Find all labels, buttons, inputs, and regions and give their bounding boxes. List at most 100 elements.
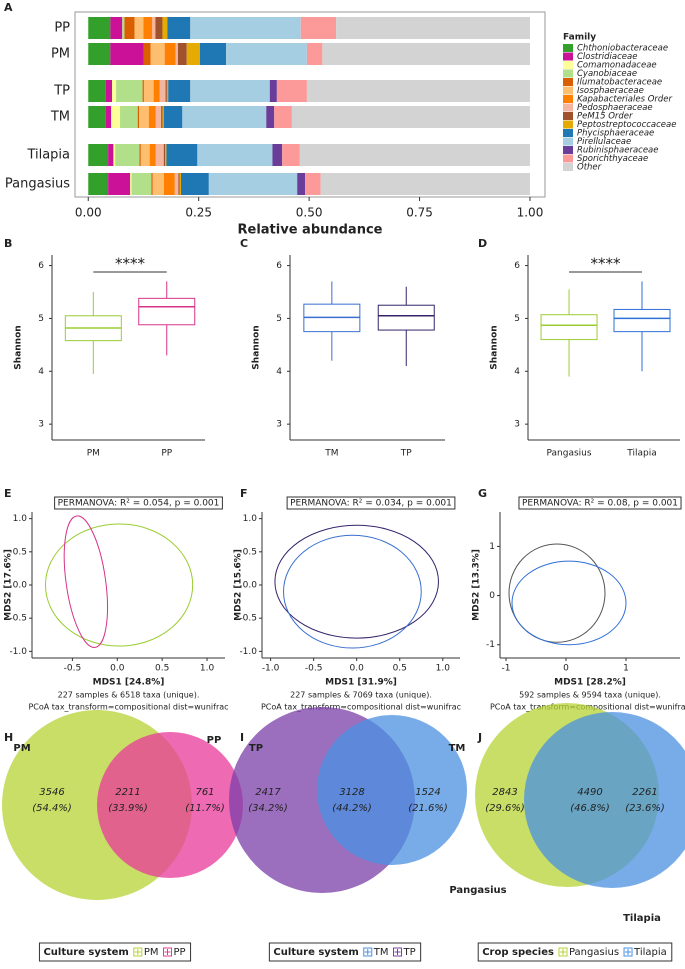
x-tick-label: 0.25 — [185, 206, 212, 220]
x-tick-label: Pangasius — [547, 449, 592, 459]
y-tick-label: 1.0 — [13, 514, 28, 524]
bar-segment — [269, 80, 277, 102]
bar-segment — [152, 173, 164, 195]
x-tick-label: 1.0 — [200, 664, 215, 674]
y-tick-label: 1 — [489, 542, 495, 552]
legend-title: Culture system — [43, 947, 128, 958]
region-count: 2417 — [255, 787, 281, 798]
y-tick-label: -0.5 — [239, 614, 257, 624]
significance-label: **** — [591, 255, 622, 273]
region-percent: (23.6%) — [625, 803, 665, 814]
legend-label: Pirellulaceae — [577, 137, 631, 147]
legend-key — [133, 947, 143, 957]
legend-label: PP — [174, 947, 186, 958]
bar-segment — [152, 17, 156, 39]
legend-label: Clostridiaceae — [577, 52, 637, 62]
bar-segment — [88, 43, 111, 65]
y-tick-label: 3 — [514, 420, 520, 430]
legend-label: Cyanobiaceae — [577, 69, 637, 79]
bar-segment — [166, 80, 169, 102]
legend-label: Pangasius — [569, 947, 619, 958]
bar-segment — [137, 106, 140, 128]
bar-segment — [140, 144, 150, 166]
bar-segment — [165, 144, 167, 166]
annotation-box — [518, 496, 682, 510]
y-tick-label: 4 — [38, 367, 44, 377]
bar-segment — [300, 17, 337, 39]
y-axis-title: Shannon — [14, 325, 24, 369]
bar-segment — [110, 17, 123, 39]
legend-swatch — [563, 112, 573, 120]
bar-segment — [111, 106, 121, 128]
bar-segment — [182, 106, 267, 128]
x-tick-label: 0.0 — [110, 664, 125, 674]
bar-segment — [143, 43, 151, 65]
legend-label: Chthoniobacteraceae — [577, 44, 668, 54]
legend-swatch — [563, 103, 573, 112]
bar-segment — [190, 80, 270, 102]
region-count: 2261 — [632, 787, 657, 798]
bar-segment — [161, 106, 163, 128]
bar-segment — [88, 80, 106, 102]
bar-segment — [148, 106, 156, 128]
legend-title: Culture system — [273, 947, 358, 958]
bar-segment — [159, 80, 166, 102]
bar-segment — [190, 17, 301, 39]
bar-segment — [112, 80, 117, 102]
legend-swatch — [563, 52, 573, 61]
y-tick-label: -1.0 — [239, 647, 257, 657]
x-tick-label: 0.5 — [155, 664, 169, 674]
bar-segment — [88, 173, 109, 195]
annotation: PERMANOVA: R² = 0.08, p = 0.001 — [522, 499, 678, 509]
legend-label: Isosphaeraceae — [577, 86, 644, 96]
y-axis-title: Shannon — [490, 325, 500, 369]
panel-letter: G — [478, 487, 487, 500]
region-count: 761 — [195, 787, 214, 798]
x-axis-title: MDS1 [28.2%] — [554, 678, 626, 688]
box — [138, 297, 196, 326]
y-tick-label: 4 — [276, 367, 282, 377]
legend-swatch — [563, 137, 573, 146]
bar-segment — [322, 43, 530, 65]
bar-segment — [108, 173, 131, 195]
legend-label: TM — [373, 947, 389, 958]
panel-letter: A — [4, 1, 13, 14]
set-label: TM — [449, 743, 466, 754]
y-tick-label: -1 — [486, 640, 495, 650]
bar-segment — [179, 173, 182, 195]
bar-segment — [115, 144, 140, 166]
y-axis-title: MDS2 [15.6%] — [234, 549, 244, 621]
legend: Culture system PM PP — [43, 947, 185, 958]
y-tick-label: 0 — [489, 591, 495, 601]
legend-label: Peptostreptococcaceae — [577, 120, 676, 130]
region-count: 3546 — [39, 787, 64, 798]
category-label: PP — [54, 21, 70, 36]
bar-segment — [208, 173, 298, 195]
legend-label: Ilumatobacteraceae — [577, 78, 662, 88]
bar-segment — [163, 144, 166, 166]
bar-segment — [143, 80, 154, 102]
x-tick-label: 1.00 — [517, 206, 544, 220]
y-tick-label: 0.5 — [243, 547, 257, 557]
bar-segment — [116, 80, 143, 102]
bar-segment — [110, 43, 144, 65]
set-label: TP — [249, 743, 263, 754]
confidence-ellipse — [283, 534, 422, 649]
bar-segment — [124, 17, 135, 39]
set-label: PP — [207, 735, 222, 746]
x-axis-title: Relative abundance — [238, 223, 383, 238]
region-count: 2211 — [115, 787, 140, 798]
bar-segment — [297, 173, 306, 195]
bar-segment — [153, 80, 160, 102]
legend-label: TP — [403, 947, 416, 958]
bar-segment — [155, 17, 163, 39]
bar-segment — [186, 43, 201, 65]
annotation: PERMANOVA: R² = 0.034, p = 0.001 — [290, 499, 452, 509]
bar-segment — [165, 80, 167, 102]
bar-segment — [291, 106, 530, 128]
category-label: PM — [51, 47, 70, 62]
bar-segment — [174, 173, 179, 195]
legend: Culture system TM TP — [273, 947, 415, 958]
annotation: PERMANOVA: R² = 0.054, p = 0.001 — [58, 499, 220, 509]
y-tick-label: 3 — [276, 420, 282, 430]
